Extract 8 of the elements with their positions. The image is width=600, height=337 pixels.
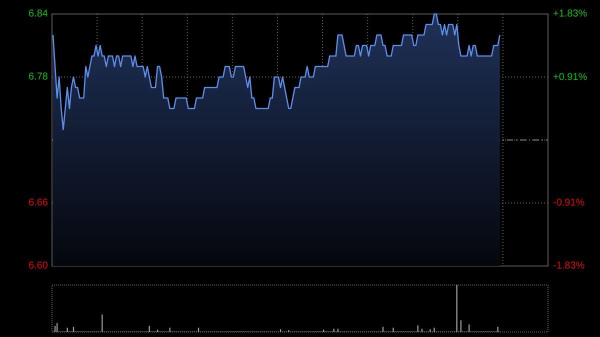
y2-tick-label: +1.83% [553,8,588,20]
y-tick-label: 6.78 [28,72,48,83]
y-tick-label: 6.84 [28,8,48,20]
y2-tick-label: +0.91% [553,72,588,83]
y-tick-label: 6.60 [28,260,48,272]
y2-tick-label: -1.83% [553,260,585,272]
y-tick-label: 6.66 [28,198,48,209]
y2-tick-label: -0.91% [553,197,585,208]
